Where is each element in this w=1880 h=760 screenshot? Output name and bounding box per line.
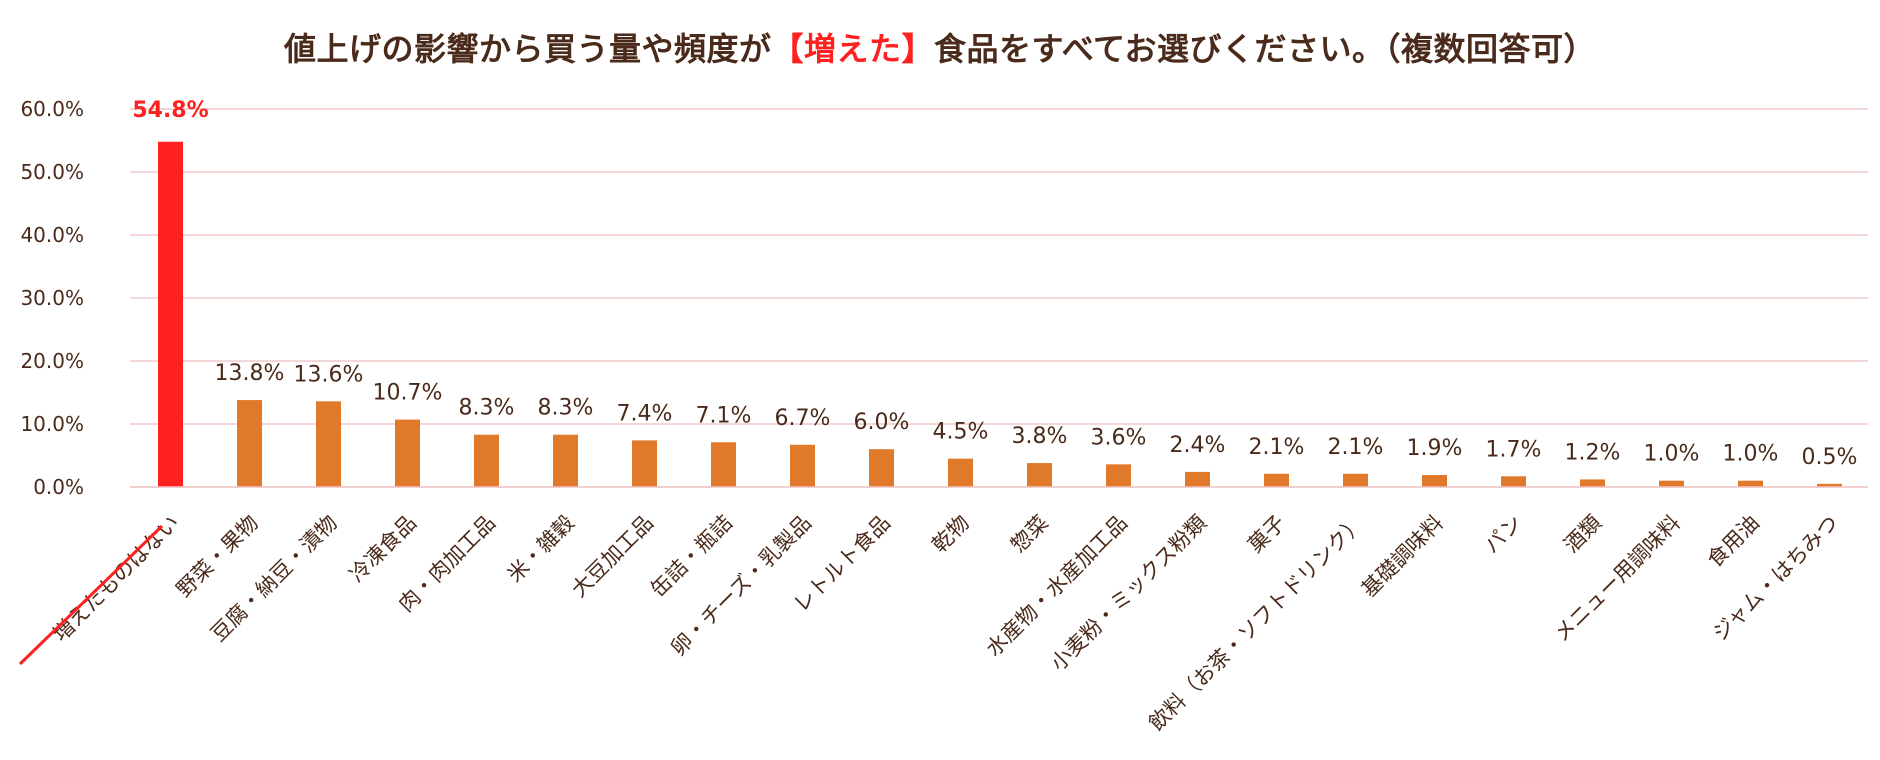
- category-label: 冷凍食品: [345, 511, 421, 587]
- data-label: 8.3%: [459, 396, 515, 421]
- bar: [1738, 480, 1763, 487]
- bar: [395, 419, 420, 487]
- category-label: 菓子: [1243, 511, 1290, 558]
- bar: [1501, 476, 1526, 487]
- bar: [711, 442, 736, 487]
- data-label: 13.8%: [215, 361, 285, 386]
- data-label: 8.3%: [538, 396, 594, 421]
- category-label: 惣菜: [1006, 511, 1053, 558]
- y-tick-label: 50.0%: [20, 160, 84, 184]
- data-label: 10.7%: [373, 381, 443, 406]
- data-label: 3.8%: [1012, 424, 1068, 449]
- category-label: 酒類: [1559, 511, 1606, 558]
- category-label: パン: [1480, 511, 1527, 558]
- bar: [316, 401, 341, 487]
- category-label: 食用油: [1703, 511, 1765, 573]
- bar: [553, 434, 578, 487]
- bar: [1580, 479, 1605, 487]
- data-label: 1.9%: [1407, 436, 1463, 461]
- data-label: 1.0%: [1723, 442, 1779, 467]
- y-tick-label: 20.0%: [20, 349, 84, 373]
- bar: [869, 449, 894, 487]
- bar: [1027, 463, 1052, 487]
- bar: [1659, 480, 1684, 487]
- data-label: 2.4%: [1170, 433, 1226, 458]
- bar: [237, 400, 262, 487]
- bar: [790, 444, 815, 487]
- title-suffix: 食品をすべてお選びください。（複数回答可）: [934, 30, 1597, 68]
- category-label: 米・雑穀: [503, 511, 579, 587]
- bar: [1106, 464, 1131, 487]
- category-label: 基礎調味料: [1357, 511, 1448, 602]
- data-label: 0.5%: [1802, 445, 1858, 470]
- bar: [1264, 473, 1289, 487]
- data-label: 6.0%: [854, 410, 910, 435]
- data-label: 54.8%: [132, 98, 208, 123]
- category-label: 増えたものはない: [48, 511, 184, 647]
- category-label: 小麦粉・ミックス粉類: [1046, 511, 1211, 676]
- data-label: 7.1%: [696, 403, 752, 428]
- data-label: 2.1%: [1249, 435, 1305, 460]
- bar: [474, 434, 499, 487]
- category-label: 乾物: [927, 511, 974, 558]
- bar: [1343, 473, 1368, 487]
- bar: [1422, 475, 1447, 487]
- data-label: 1.2%: [1565, 440, 1621, 465]
- title-prefix: 値上げの影響から買う量や頻度が: [283, 30, 772, 68]
- bar: [1817, 483, 1842, 487]
- data-label: 3.6%: [1091, 425, 1147, 450]
- data-label: 4.5%: [933, 420, 989, 445]
- chart-title: 値上げの影響から買う量や頻度が【増えた】食品をすべてお選びください。（複数回答可…: [0, 24, 1880, 70]
- data-label: 13.6%: [294, 362, 364, 387]
- highlight-underline: [18, 524, 164, 666]
- y-tick-label: 40.0%: [20, 223, 84, 247]
- bar: [158, 141, 183, 487]
- y-tick-label: 10.0%: [20, 412, 84, 436]
- y-tick-label: 0.0%: [33, 475, 84, 499]
- bar: [1185, 471, 1210, 487]
- data-label: 7.4%: [617, 401, 673, 426]
- category-label: 卵・チーズ・乳製品: [666, 511, 816, 661]
- y-tick-label: 60.0%: [20, 97, 84, 121]
- data-label: 2.1%: [1328, 435, 1384, 460]
- data-label: 1.7%: [1486, 437, 1542, 462]
- bar: [948, 458, 973, 487]
- data-label: 1.0%: [1644, 442, 1700, 467]
- category-label: 水産物・水産加工品: [981, 511, 1132, 662]
- data-label: 6.7%: [775, 406, 831, 431]
- category-label: 大豆加工品: [567, 511, 658, 602]
- y-tick-label: 30.0%: [20, 286, 84, 310]
- bar: [632, 440, 657, 487]
- title-highlight: 【増えた】: [771, 30, 934, 68]
